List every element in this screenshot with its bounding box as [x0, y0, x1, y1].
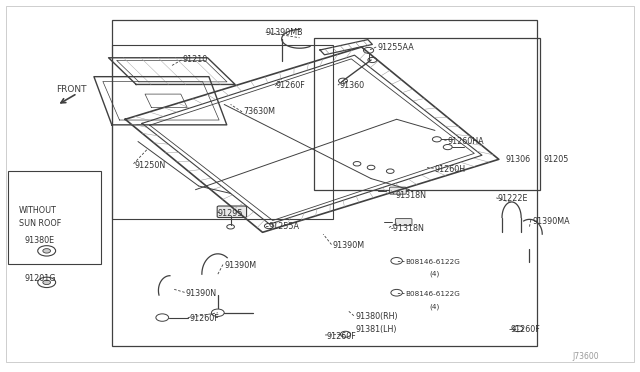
Text: 91260F: 91260F — [275, 81, 305, 90]
Text: 91260F: 91260F — [189, 314, 219, 323]
Text: 91380E: 91380E — [25, 236, 55, 246]
Text: 91201G: 91201G — [25, 274, 56, 283]
Text: FRONT: FRONT — [56, 85, 86, 94]
Text: J73600: J73600 — [572, 352, 599, 361]
Text: 91260F: 91260F — [510, 325, 540, 334]
Circle shape — [43, 248, 51, 253]
Bar — [314, 38, 540, 190]
Text: 91295: 91295 — [218, 209, 243, 218]
Text: 91380(RH): 91380(RH) — [355, 312, 397, 321]
Text: WITHOUT: WITHOUT — [19, 206, 56, 215]
FancyBboxPatch shape — [390, 187, 406, 194]
Text: B08146-6122G: B08146-6122G — [406, 291, 460, 297]
Text: 91205: 91205 — [543, 155, 569, 164]
Text: 91250N: 91250N — [135, 161, 166, 170]
Text: 91260F: 91260F — [326, 331, 356, 341]
Text: 91222E: 91222E — [497, 195, 528, 203]
Text: -91318N: -91318N — [390, 224, 424, 233]
Circle shape — [43, 280, 51, 285]
Text: 91390N: 91390N — [186, 289, 217, 298]
Text: 91255A: 91255A — [269, 222, 300, 231]
FancyBboxPatch shape — [217, 206, 246, 218]
Text: 91260HA: 91260HA — [448, 137, 484, 146]
Text: 91306: 91306 — [505, 155, 531, 164]
Text: 91390MB: 91390MB — [266, 28, 303, 37]
Bar — [113, 45, 333, 219]
Bar — [8, 171, 101, 264]
Text: 73630M: 73630M — [243, 108, 275, 116]
Text: (4): (4) — [430, 271, 440, 278]
Text: 91210: 91210 — [182, 55, 208, 64]
Text: B08146-6122G: B08146-6122G — [406, 259, 460, 265]
Text: SUN ROOF: SUN ROOF — [19, 219, 61, 228]
Text: 91318N: 91318N — [396, 191, 426, 200]
FancyBboxPatch shape — [396, 219, 412, 226]
Text: 91255AA: 91255AA — [378, 42, 414, 51]
Text: 91390MA: 91390MA — [532, 217, 570, 226]
Text: 91260H: 91260H — [435, 165, 466, 174]
Text: 91360: 91360 — [339, 81, 364, 90]
Text: 91390M: 91390M — [333, 241, 365, 250]
Text: (4): (4) — [430, 303, 440, 310]
Text: 91390M: 91390M — [224, 261, 257, 270]
Bar — [113, 20, 537, 346]
Text: 91381(LH): 91381(LH) — [355, 325, 397, 334]
